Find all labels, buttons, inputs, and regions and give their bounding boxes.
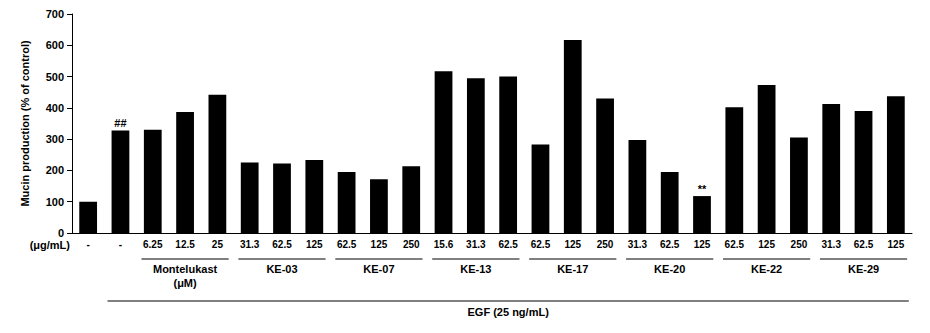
svg-text:15.6: 15.6 xyxy=(434,239,454,250)
svg-text:62.5: 62.5 xyxy=(531,239,551,250)
svg-text:-: - xyxy=(119,239,122,250)
svg-text:KE-29: KE-29 xyxy=(848,263,879,275)
svg-text:62.5: 62.5 xyxy=(725,239,745,250)
svg-text:250: 250 xyxy=(791,239,808,250)
svg-text:125: 125 xyxy=(888,239,905,250)
svg-text:31.3: 31.3 xyxy=(628,239,648,250)
svg-text:Montelukast: Montelukast xyxy=(153,263,218,275)
svg-text:31.3: 31.3 xyxy=(240,239,260,250)
svg-text:62.5: 62.5 xyxy=(660,239,680,250)
svg-text:700: 700 xyxy=(46,8,64,20)
svg-text:0: 0 xyxy=(58,227,64,239)
svg-text:Mucin production (% of control: Mucin production (% of control) xyxy=(19,40,31,207)
svg-text:100: 100 xyxy=(46,196,64,208)
svg-text:300: 300 xyxy=(46,133,64,145)
svg-text:62.5: 62.5 xyxy=(498,239,518,250)
svg-text:KE-17: KE-17 xyxy=(557,263,588,275)
svg-text:125: 125 xyxy=(306,239,323,250)
svg-text:##: ## xyxy=(114,117,126,129)
svg-text:25: 25 xyxy=(212,239,224,250)
svg-text:500: 500 xyxy=(46,71,64,83)
svg-text:31.3: 31.3 xyxy=(821,239,841,250)
svg-text:EGF (25 ng/mL): EGF (25 ng/mL) xyxy=(468,306,550,318)
svg-text:6.25: 6.25 xyxy=(143,239,163,250)
svg-text:125: 125 xyxy=(564,239,581,250)
svg-text:62.5: 62.5 xyxy=(854,239,874,250)
svg-text:KE-07: KE-07 xyxy=(363,263,394,275)
svg-text:12.5: 12.5 xyxy=(175,239,195,250)
svg-text:125: 125 xyxy=(694,239,711,250)
svg-text:KE-20: KE-20 xyxy=(654,263,685,275)
svg-text:600: 600 xyxy=(46,39,64,51)
svg-text:KE-03: KE-03 xyxy=(266,263,297,275)
svg-text:125: 125 xyxy=(758,239,775,250)
svg-text:KE-13: KE-13 xyxy=(460,263,491,275)
svg-text:62.5: 62.5 xyxy=(272,239,292,250)
svg-text:400: 400 xyxy=(46,102,64,114)
svg-text:250: 250 xyxy=(403,239,420,250)
svg-text:-: - xyxy=(86,239,89,250)
svg-text:125: 125 xyxy=(371,239,388,250)
svg-text:250: 250 xyxy=(597,239,614,250)
svg-text:62.5: 62.5 xyxy=(337,239,357,250)
svg-text:(μM): (μM) xyxy=(173,277,197,289)
svg-text:(μg/mL): (μg/mL) xyxy=(30,239,71,251)
svg-text:31.3: 31.3 xyxy=(466,239,486,250)
svg-text:KE-22: KE-22 xyxy=(751,263,782,275)
svg-text:**: ** xyxy=(698,183,707,195)
svg-text:200: 200 xyxy=(46,164,64,176)
